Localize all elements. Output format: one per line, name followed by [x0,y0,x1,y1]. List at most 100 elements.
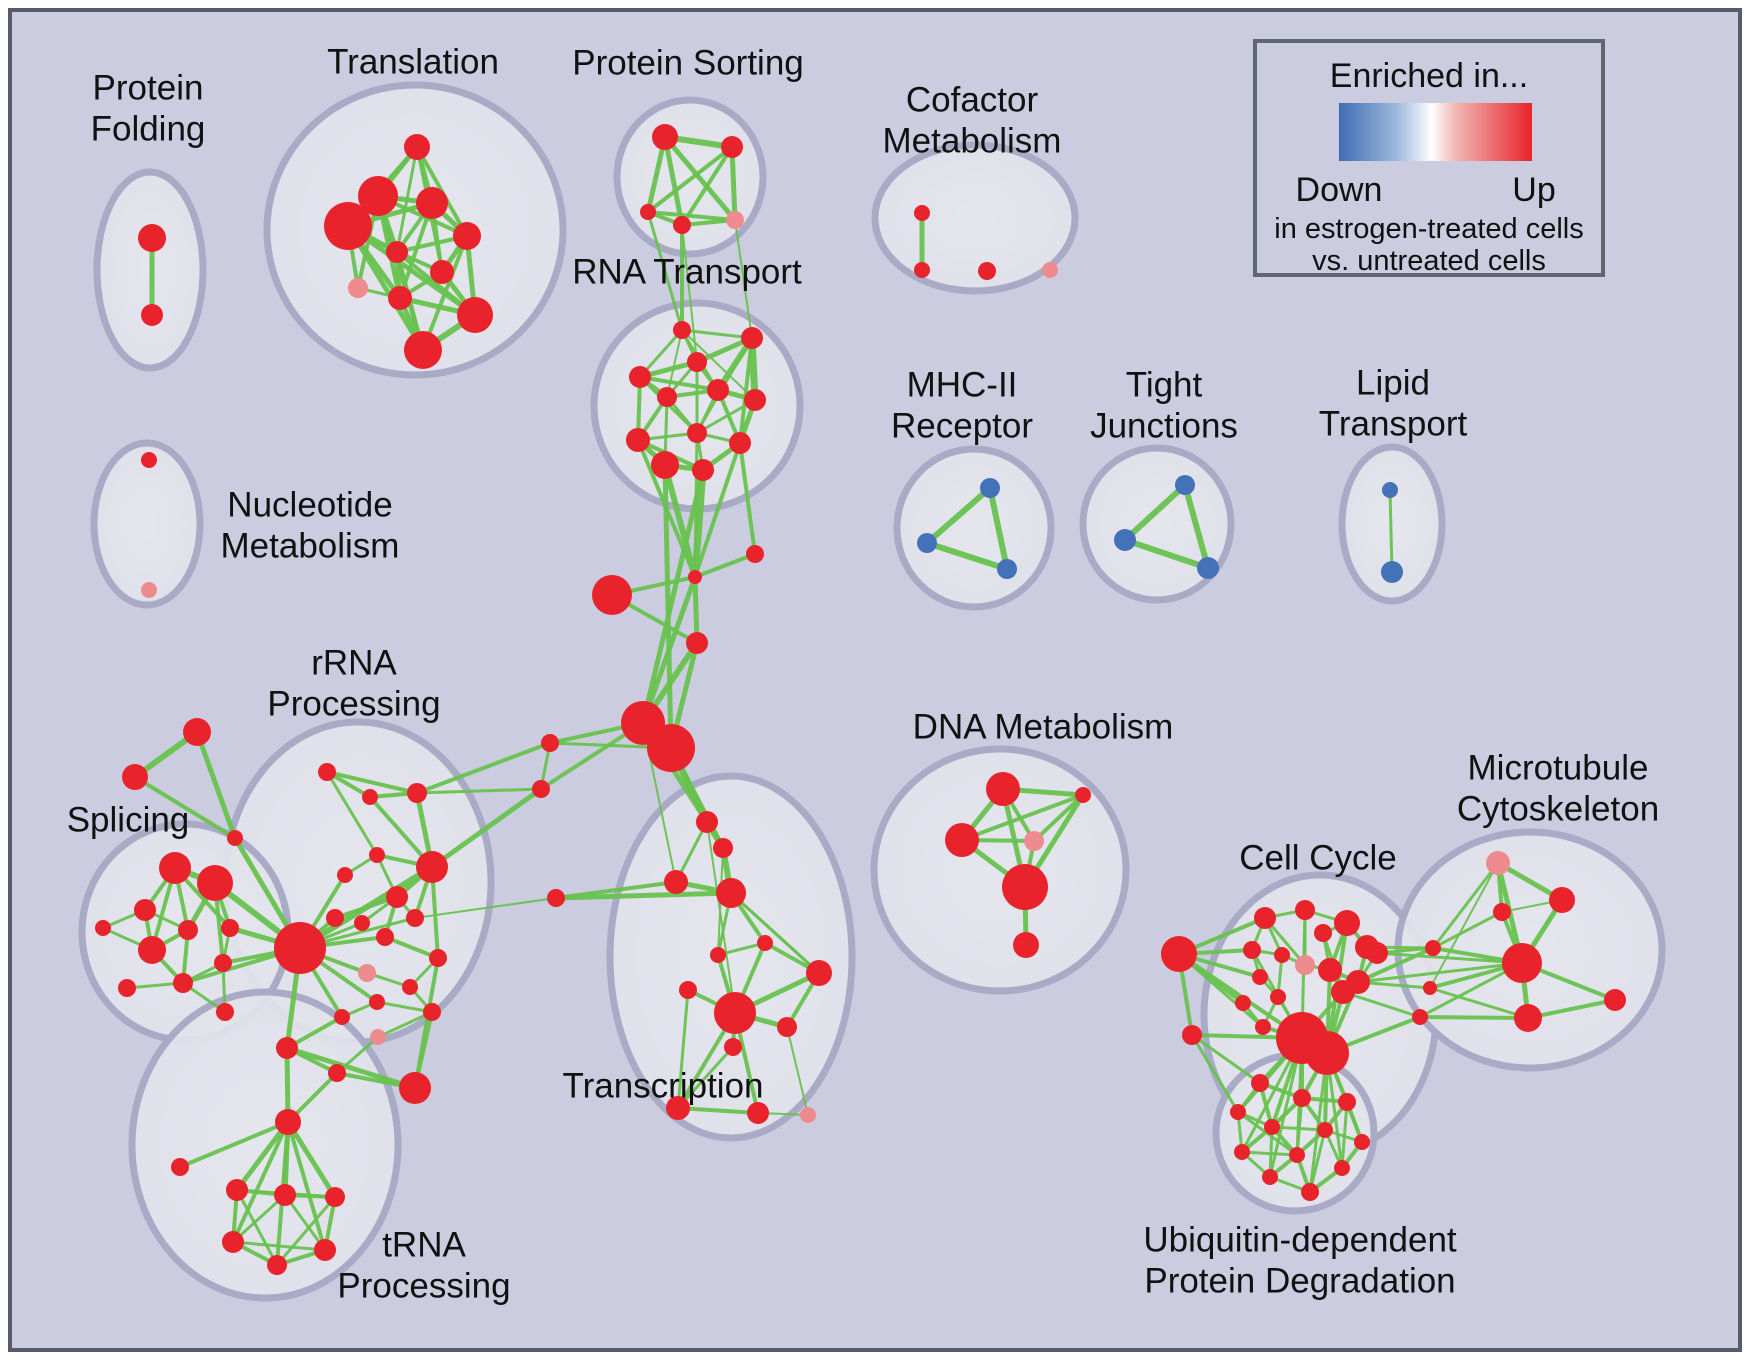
gene-set-node-up [1161,936,1197,972]
gene-set-node-up [267,1255,287,1275]
gene-set-node-up [358,176,398,216]
gene-set-node-up [1493,903,1511,921]
gene-set-node-up [741,327,763,349]
cluster-label-microtubule-cytoskeleton: Microtubule [1468,749,1649,788]
cluster-label-mhc-ii-receptor: Receptor [891,407,1033,446]
gene-set-node-up [1338,1093,1356,1111]
gene-set-node-up [532,780,550,798]
gene-set-node-up [141,304,163,326]
network-edge [1032,793,1085,843]
gene-set-node-weak-up [1295,955,1315,975]
gene-set-node-up [138,224,166,252]
gene-set-node-up [326,909,344,927]
gene-set-node-up [1354,1134,1370,1150]
gene-set-node-up [275,1109,301,1135]
gene-set-node-up [1274,947,1290,963]
gene-set-node-up [978,262,996,280]
network-edge [662,134,685,228]
network-edge [285,1119,338,1200]
gene-set-node-down [980,478,1000,498]
network-edge [1122,537,1211,571]
network-edge [695,398,757,435]
gene-set-node-up [729,432,751,454]
network-edge [1418,1015,1530,1020]
gene-set-node-up [1295,900,1315,920]
network-edge [413,956,440,1090]
gene-set-node-up [1514,1004,1542,1032]
network-edge [734,219,753,339]
network-edge [1526,998,1617,1020]
cluster-label-cell-cycle: Cell Cycle [1239,839,1397,878]
network-edge [1182,482,1211,571]
legend-up-label: Up [1512,171,1556,209]
cluster-label-transcription: Transcription [563,1067,764,1106]
gene-set-node-up [423,1003,441,1021]
network-edge [275,1195,337,1267]
gene-set-node-up [1251,1074,1269,1092]
network-edge [729,144,738,223]
network-edge [429,786,544,870]
gene-set-node-up [713,838,733,858]
gene-set-node-weak-up [800,1107,816,1123]
gene-set-node-up [1262,1169,1278,1185]
gene-set-node-up [696,811,718,833]
gene-set-node-up [416,851,448,883]
cluster-label-splicing: Splicing [67,801,190,840]
gene-set-node-up [404,331,442,369]
network-edge [375,1000,434,1014]
network-nodes [95,124,1626,1275]
network-edge [1190,1033,1262,1085]
cluster-label-translation: Translation [327,43,499,82]
network-edge [680,328,754,340]
cluster-ellipse-cofactor-metabolism [871,141,1079,295]
gene-set-node-up [334,1009,350,1025]
gene-set-node-up [386,886,408,908]
network-edge [1356,946,1435,984]
gene-set-node-up [724,1038,742,1056]
network-edge [553,890,734,901]
gene-set-node-up [376,928,394,946]
network-edge [676,1045,735,1110]
cluster-label-tight-junctions: Tight [1126,366,1203,405]
gene-set-node-up [227,830,243,846]
network-edge [235,1188,279,1267]
gene-set-node-up [1346,970,1370,994]
network-edge [646,210,737,222]
gene-set-node-down [997,559,1017,579]
gene-set-node-up [399,1072,431,1104]
gene-set-node-up [173,973,193,993]
gene-set-node-up [453,222,481,250]
cluster-label-nucleotide-metabolism: Nucleotide [227,486,392,525]
gene-set-node-up [416,187,448,219]
gene-set-node-up [1314,924,1332,942]
gene-set-node-up [274,922,326,974]
gene-set-node-up [914,205,930,221]
gene-set-node-up [707,379,729,401]
gene-set-node-up [122,764,148,790]
gene-set-node-up [640,204,656,220]
network-edge [1428,986,1530,1020]
cluster-ellipse-nucleotide-metabolism [90,439,204,609]
gene-set-node-up [1264,1119,1280,1135]
gene-set-node-up [721,136,743,158]
legend-title: Enriched in... [1329,57,1529,95]
network-edge [1268,1125,1274,1179]
gene-set-node-up [134,899,156,921]
gene-set-node-up [1002,864,1048,910]
network-edge [692,574,700,646]
network-edge [415,741,552,795]
gene-set-node-down [1114,529,1136,551]
gene-set-node-up [629,366,651,388]
gene-set-node-up [777,1017,797,1037]
gene-set-node-up [592,575,632,615]
gene-set-node-up [430,260,454,284]
gene-set-node-up [664,870,688,894]
gene-set-node-up [118,979,136,997]
network-edge [133,775,237,840]
gene-set-node-up [138,936,166,964]
legend-gradient-bar [1339,103,1532,161]
cluster-label-rna-transport: RNA Transport [572,253,802,292]
gene-set-node-up [714,992,756,1034]
